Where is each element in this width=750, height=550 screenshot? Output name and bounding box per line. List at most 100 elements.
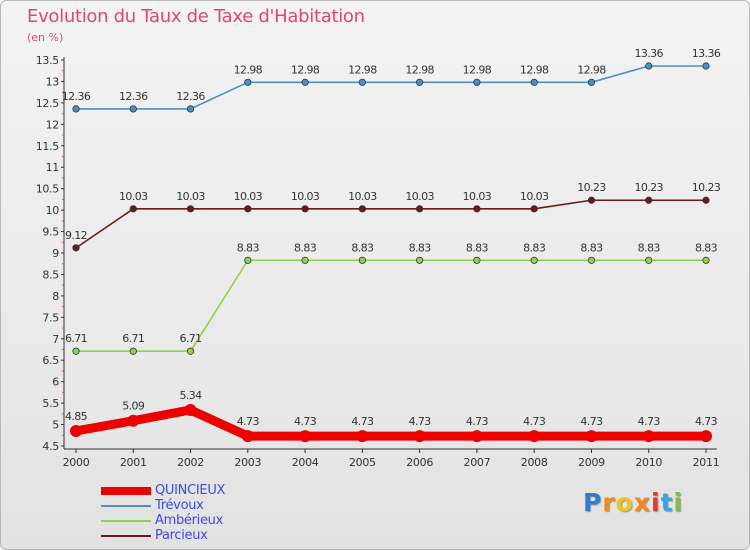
data-label: 12.36 bbox=[119, 90, 148, 103]
y-tick-label: 6.5 bbox=[42, 354, 59, 367]
y-tick-label: 7.5 bbox=[42, 311, 59, 324]
data-label: 4.73 bbox=[294, 415, 317, 428]
data-label: 4.85 bbox=[65, 410, 88, 423]
x-tick-label: 2006 bbox=[406, 456, 433, 469]
data-point bbox=[72, 244, 80, 252]
data-label: 4.73 bbox=[580, 415, 603, 428]
data-label: 8.83 bbox=[237, 241, 260, 254]
data-label: 10.23 bbox=[634, 181, 663, 194]
data-label: 12.98 bbox=[348, 63, 377, 76]
data-label: 12.98 bbox=[405, 63, 434, 76]
data-point bbox=[473, 78, 481, 86]
data-label: 8.83 bbox=[580, 241, 603, 254]
data-label: 4.73 bbox=[638, 415, 661, 428]
x-tick-label: 2001 bbox=[120, 456, 147, 469]
y-tick-label: 12.5 bbox=[36, 97, 60, 110]
data-point bbox=[700, 430, 712, 443]
data-label: 8.83 bbox=[351, 241, 374, 254]
data-point bbox=[645, 196, 653, 204]
data-label: 10.23 bbox=[577, 181, 606, 194]
data-label: 8.83 bbox=[638, 241, 661, 254]
y-tick-label: 7 bbox=[52, 333, 59, 346]
y-tick-label: 5.5 bbox=[42, 397, 59, 410]
data-label: 4.73 bbox=[351, 415, 374, 428]
series-line bbox=[75, 199, 707, 249]
x-tick-label: 2011 bbox=[693, 456, 720, 469]
data-point bbox=[642, 430, 655, 443]
data-label: 6.71 bbox=[179, 332, 201, 345]
data-point bbox=[587, 196, 596, 204]
legend-label: QUINCIEUX bbox=[155, 483, 226, 498]
x-tick-label: 2004 bbox=[292, 456, 319, 469]
data-point bbox=[416, 256, 424, 264]
logo-letter: t bbox=[660, 488, 674, 517]
data-point bbox=[585, 430, 598, 443]
logo-letter: P bbox=[583, 488, 603, 517]
data-point bbox=[530, 205, 538, 213]
data-label: 5.34 bbox=[179, 389, 202, 402]
data-point bbox=[528, 430, 541, 443]
data-point bbox=[587, 78, 596, 86]
data-label: 4.73 bbox=[409, 415, 432, 428]
data-label: 13.36 bbox=[692, 47, 721, 60]
data-label: 8.83 bbox=[409, 241, 432, 254]
data-point bbox=[72, 105, 80, 113]
y-tick-label: 13 bbox=[46, 75, 60, 88]
data-label: 12.98 bbox=[234, 63, 263, 76]
data-point bbox=[127, 414, 140, 427]
data-label: 10.03 bbox=[176, 190, 205, 203]
data-label: 12.36 bbox=[62, 90, 91, 103]
data-point bbox=[129, 347, 137, 355]
data-label: 10.03 bbox=[234, 190, 263, 203]
data-point bbox=[358, 78, 366, 86]
logo-letter: r bbox=[602, 488, 616, 517]
x-tick-label: 2009 bbox=[578, 456, 605, 469]
data-label: 4.73 bbox=[695, 415, 718, 428]
legend-swatch bbox=[101, 519, 151, 522]
data-label: 4.73 bbox=[237, 415, 260, 428]
data-label: 12.98 bbox=[577, 63, 606, 76]
logo-letter: i bbox=[673, 488, 684, 517]
y-tick-label: 9.5 bbox=[42, 226, 59, 239]
x-tick-label: 2008 bbox=[521, 456, 548, 469]
logo-letter: x bbox=[633, 488, 651, 517]
data-point bbox=[186, 205, 195, 213]
data-point bbox=[470, 430, 483, 443]
data-point bbox=[301, 78, 309, 86]
data-point bbox=[244, 205, 252, 213]
data-point bbox=[702, 62, 710, 70]
data-point bbox=[299, 430, 312, 443]
data-label: 8.83 bbox=[523, 241, 546, 254]
y-tick-label: 4.5 bbox=[42, 440, 59, 453]
y-tick-label: 8.5 bbox=[42, 268, 59, 281]
legend-label: Ambérieux bbox=[155, 513, 223, 528]
data-label: 10.03 bbox=[348, 190, 377, 203]
legend-label: Parcieux bbox=[155, 528, 208, 543]
legend-swatch bbox=[101, 504, 151, 507]
data-label: 10.03 bbox=[405, 190, 434, 203]
data-label: 10.03 bbox=[119, 190, 148, 203]
x-tick-label: 2002 bbox=[177, 456, 204, 469]
data-point bbox=[645, 62, 653, 70]
data-point bbox=[301, 205, 309, 213]
data-point bbox=[530, 256, 538, 264]
data-label: 6.71 bbox=[122, 332, 144, 345]
data-point bbox=[358, 256, 366, 264]
data-point bbox=[413, 430, 426, 443]
data-point bbox=[244, 78, 252, 86]
data-point bbox=[356, 430, 369, 443]
data-label: 10.03 bbox=[291, 190, 320, 203]
y-tick-label: 6 bbox=[52, 376, 59, 389]
data-point bbox=[244, 256, 252, 264]
y-tick-label: 5 bbox=[52, 419, 59, 432]
series-line bbox=[71, 405, 711, 441]
data-label: 10.23 bbox=[692, 181, 721, 194]
data-label: 10.03 bbox=[520, 190, 549, 203]
logo-letter: i bbox=[651, 488, 661, 517]
data-point bbox=[530, 78, 538, 86]
data-label: 8.83 bbox=[294, 241, 317, 254]
legend-item: Parcieux bbox=[101, 528, 225, 543]
x-tick-label: 2005 bbox=[349, 456, 376, 469]
